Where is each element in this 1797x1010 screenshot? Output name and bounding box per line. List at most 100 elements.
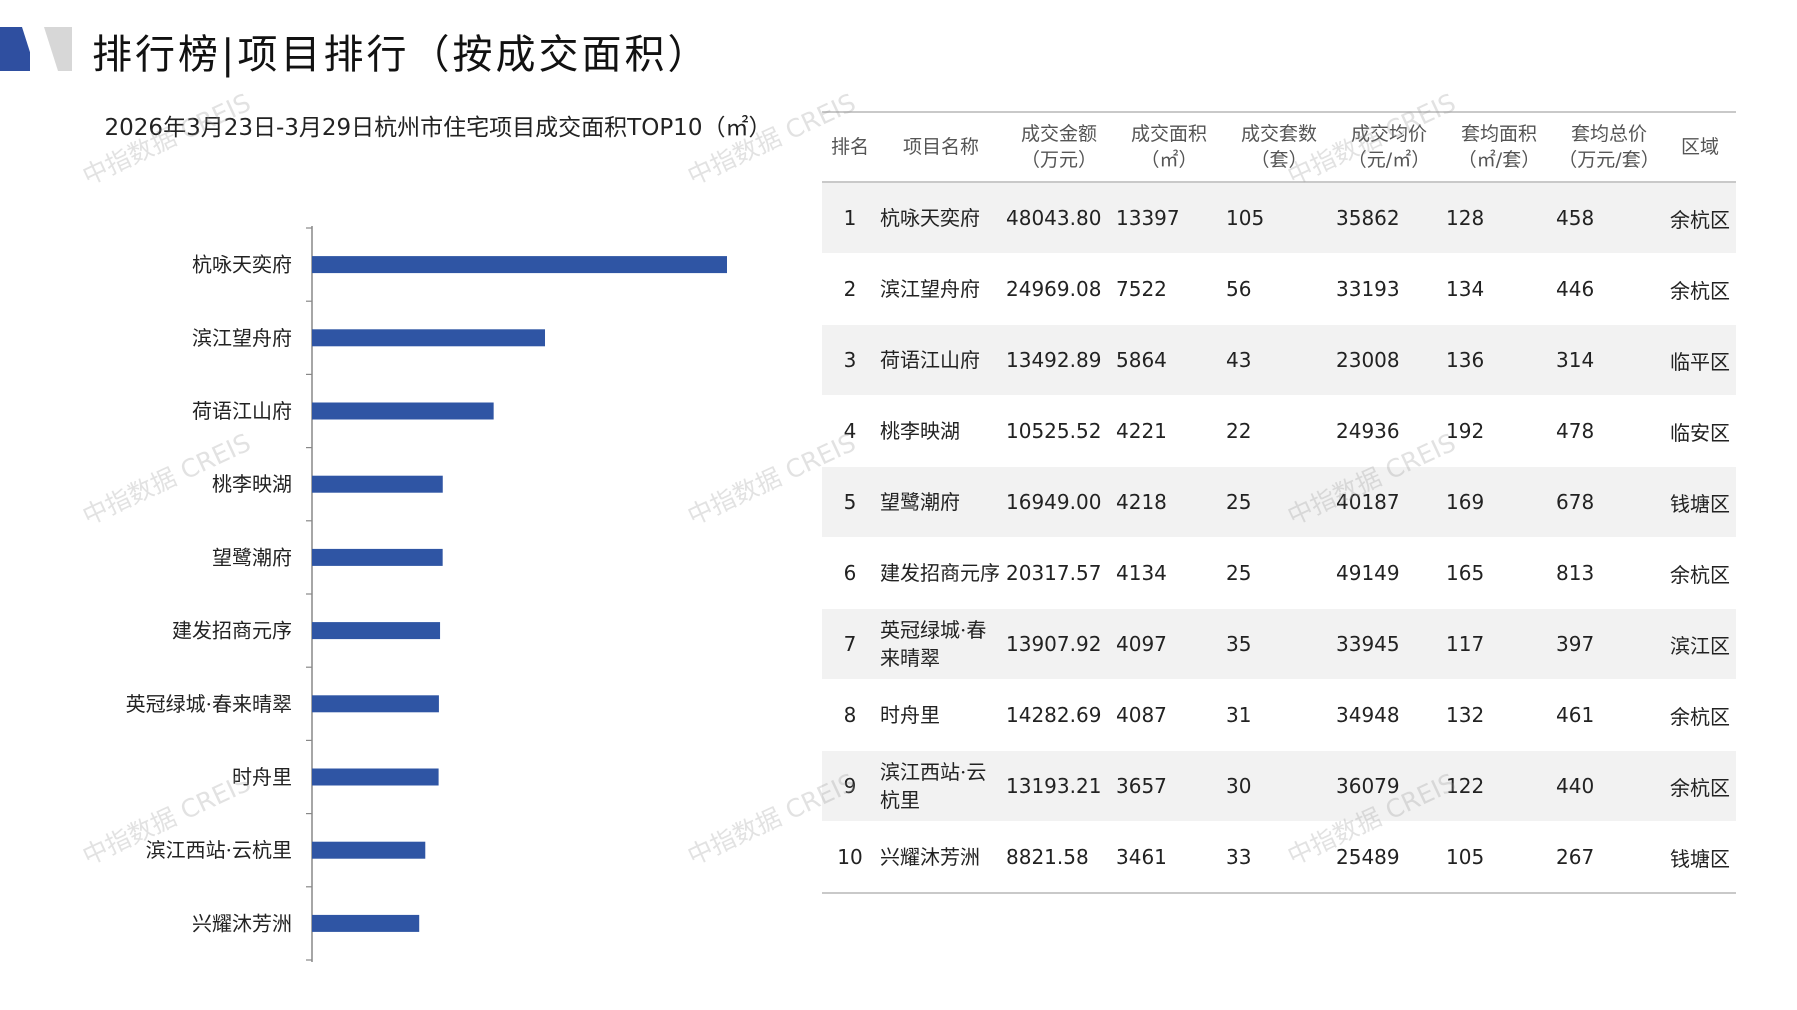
avg-total-cell: 461 [1554, 679, 1664, 751]
category-label: 荷语江山府 [192, 399, 292, 423]
avg-total-cell: 314 [1554, 324, 1664, 396]
area-cell: 3461 [1114, 821, 1224, 894]
amount-cell: 13492.89 [1004, 324, 1114, 396]
column-header: 套均总价 （万元/套） [1554, 111, 1664, 183]
column-header-unit: （万元/套） [1558, 149, 1660, 171]
district-cell: 余杭区 [1664, 537, 1736, 609]
avg-area-cell: 165 [1444, 537, 1554, 609]
avg-total-cell: 813 [1554, 537, 1664, 609]
avg-price-cell: 33945 [1334, 608, 1444, 680]
project-name-cell: 兴耀沐芳洲 [878, 821, 1004, 894]
units-cell: 25 [1224, 537, 1334, 609]
district-cell: 临平区 [1664, 324, 1736, 396]
avg-total-cell: 458 [1554, 182, 1664, 254]
rank-cell: 2 [822, 253, 878, 325]
bar [312, 402, 494, 420]
avg-price-cell: 33193 [1334, 253, 1444, 325]
column-header: 成交金额 （万元） [1004, 111, 1114, 183]
column-header-label: 项目名称 [902, 136, 979, 158]
category-label: 桃李映湖 [212, 472, 292, 496]
units-cell: 56 [1224, 253, 1334, 325]
avg-price-cell: 25489 [1334, 821, 1444, 894]
amount-cell: 10525.52 [1004, 395, 1114, 467]
column-header-label: 成交均价 [1350, 123, 1427, 145]
project-name-cell: 建发招商元序 [878, 537, 1004, 609]
column-header: 套均面积 （㎡/套） [1444, 111, 1554, 183]
rank-cell: 3 [822, 324, 878, 396]
bar [312, 914, 420, 932]
area-cell: 4087 [1114, 679, 1224, 751]
amount-cell: 13193.21 [1004, 750, 1114, 822]
category-label: 英冠绿城·春来晴翠 [126, 692, 292, 716]
avg-price-cell: 34948 [1334, 679, 1444, 751]
column-header: 区域 [1664, 111, 1736, 183]
district-cell: 钱塘区 [1664, 466, 1736, 538]
area-cell: 3657 [1114, 750, 1224, 822]
column-header-label: 成交面积 [1130, 123, 1207, 145]
project-name-cell: 望鹭潮府 [878, 466, 1004, 538]
avg-area-cell: 134 [1444, 253, 1554, 325]
column-header-unit: （元/㎡） [1347, 149, 1431, 171]
area-cell: 13397 [1114, 182, 1224, 254]
bar [312, 768, 439, 786]
rank-cell: 10 [822, 821, 878, 894]
table-row: 3 荷语江山府 13492.89 5864 43 23008 136 314 临平区 [822, 324, 1736, 396]
column-header-label: 套均总价 [1570, 123, 1647, 145]
bar [312, 329, 546, 347]
column-header-unit: （套） [1250, 149, 1308, 171]
column-header: 成交面积 （㎡） [1114, 111, 1224, 183]
table-row: 4 桃李映湖 10525.52 4221 22 24936 192 478 临安区 [822, 395, 1736, 467]
table-row: 7 英冠绿城·春来晴翠 13907.92 4097 35 33945 117 397 滨江区 [822, 608, 1736, 680]
district-cell: 滨江区 [1664, 608, 1736, 680]
bar [312, 622, 441, 640]
amount-cell: 24969.08 [1004, 253, 1114, 325]
table-row: 2 滨江望舟府 24969.08 7522 56 33193 134 446 余杭区 [822, 253, 1736, 325]
units-cell: 30 [1224, 750, 1334, 822]
table-row: 8 时舟里 14282.69 4087 31 34948 132 461 余杭区 [822, 679, 1736, 751]
units-cell: 22 [1224, 395, 1334, 467]
avg-total-cell: 440 [1554, 750, 1664, 822]
ranking-table: 排名 项目名称 成交金额 （万元） 成交面积 （㎡） 成交套数 （套） 成交均价 （元/㎡） 套均面… [822, 111, 1736, 894]
bar [312, 695, 439, 713]
district-cell: 临安区 [1664, 395, 1736, 467]
amount-cell: 13907.92 [1004, 608, 1114, 680]
area-cell: 7522 [1114, 253, 1224, 325]
column-header: 成交均价 （元/㎡） [1334, 111, 1444, 183]
rank-cell: 1 [822, 182, 878, 254]
units-cell: 25 [1224, 466, 1334, 538]
rank-cell: 5 [822, 466, 878, 538]
units-cell: 33 [1224, 821, 1334, 894]
units-cell: 43 [1224, 324, 1334, 396]
rank-cell: 4 [822, 395, 878, 467]
page-title: 排行榜|项目排行（按成交面积） [92, 32, 711, 78]
units-cell: 31 [1224, 679, 1334, 751]
area-cell: 4221 [1114, 395, 1224, 467]
bar [312, 841, 426, 859]
area-cell: 5864 [1114, 324, 1224, 396]
avg-area-cell: 169 [1444, 466, 1554, 538]
bar [312, 475, 443, 493]
district-cell: 余杭区 [1664, 679, 1736, 751]
project-name-cell: 滨江望舟府 [878, 253, 1004, 325]
rank-cell: 6 [822, 537, 878, 609]
category-label: 时舟里 [232, 765, 292, 789]
avg-area-cell: 132 [1444, 679, 1554, 751]
avg-total-cell: 478 [1554, 395, 1664, 467]
bar-chart: 杭咏天奕府滨江望舟府荷语江山府桃李映湖望鹭潮府建发招商元序英冠绿城·春来晴翠时舟… [126, 226, 727, 962]
table-row: 5 望鹭潮府 16949.00 4218 25 40187 169 678 钱塘区 [822, 466, 1736, 538]
column-header-unit: （万元） [1020, 149, 1097, 171]
column-header-label: 成交套数 [1240, 123, 1317, 145]
category-label: 望鹭潮府 [212, 545, 292, 569]
bar [312, 548, 443, 566]
amount-cell: 48043.80 [1004, 182, 1114, 254]
column-header-unit: （㎡/套） [1457, 149, 1541, 171]
avg-total-cell: 397 [1554, 608, 1664, 680]
district-cell: 余杭区 [1664, 750, 1736, 822]
column-header-unit: （㎡） [1140, 149, 1198, 171]
category-label: 滨江望舟府 [192, 326, 292, 350]
units-cell: 105 [1224, 182, 1334, 254]
avg-total-cell: 446 [1554, 253, 1664, 325]
area-cell: 4097 [1114, 608, 1224, 680]
avg-area-cell: 192 [1444, 395, 1554, 467]
project-name-cell: 荷语江山府 [878, 324, 1004, 396]
